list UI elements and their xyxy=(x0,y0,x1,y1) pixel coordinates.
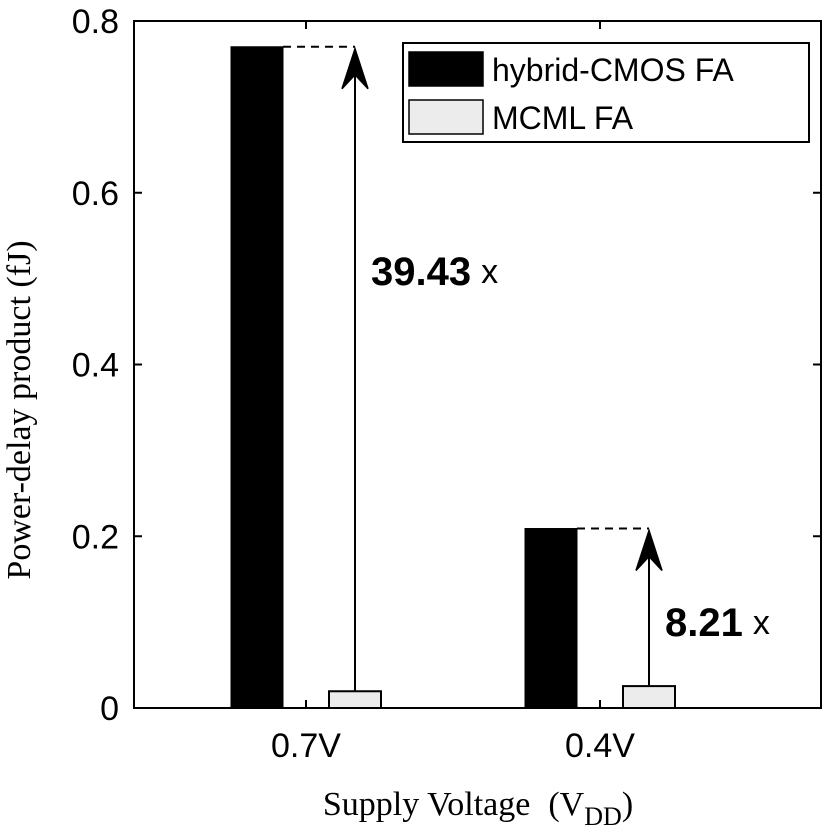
x-axis-label-main: Supply Voltage xyxy=(323,786,531,823)
bar-hybrid-cmos-0 xyxy=(230,46,284,709)
legend-swatch-mcml xyxy=(408,99,484,135)
ratio-arrow-head xyxy=(635,528,663,572)
y-tick-label: 0.6 xyxy=(72,175,119,213)
x-tick-label: 0.4V xyxy=(565,727,635,765)
legend-label-hybrid-cmos: hybrid-CMOS FA xyxy=(492,52,734,88)
y-axis: 0 0.2 0.4 0.6 0.8 xyxy=(72,3,821,728)
legend: hybrid-CMOS FA MCML FA xyxy=(402,42,810,143)
x-axis-label: Supply Voltage (VDD) xyxy=(323,786,633,831)
y-tick-label: 0.8 xyxy=(72,3,119,41)
bars-group xyxy=(230,46,676,710)
x-axis-label-close: ) xyxy=(622,786,633,823)
bar-mcml-1 xyxy=(622,685,676,709)
ratio-label-suffix: x xyxy=(481,253,498,291)
ratio-label: 8.21 xyxy=(665,601,743,645)
ratio-label-suffix: x xyxy=(753,604,770,642)
x-axis: 0.7V 0.4V xyxy=(271,21,635,765)
bar-mcml-0 xyxy=(328,690,382,710)
annotations-group: 39.43 x 8.21 x xyxy=(283,45,770,692)
y-tick-label: 0.2 xyxy=(72,518,119,556)
legend-label-mcml: MCML FA xyxy=(492,100,634,136)
x-axis-label-subscript: DD xyxy=(584,802,622,831)
ratio-arrow-head xyxy=(341,46,369,90)
ratio-label: 39.43 xyxy=(371,250,471,294)
y-tick-label: 0.4 xyxy=(72,347,119,385)
x-axis-label-paren: (V xyxy=(548,786,584,823)
y-tick-label: 0 xyxy=(100,690,119,728)
bar-hybrid-cmos-1 xyxy=(524,528,578,709)
x-tick-label: 0.7V xyxy=(271,727,341,765)
legend-swatch-hybrid-cmos xyxy=(408,51,484,87)
y-axis-label: Power-delay product (fJ) xyxy=(1,240,38,579)
